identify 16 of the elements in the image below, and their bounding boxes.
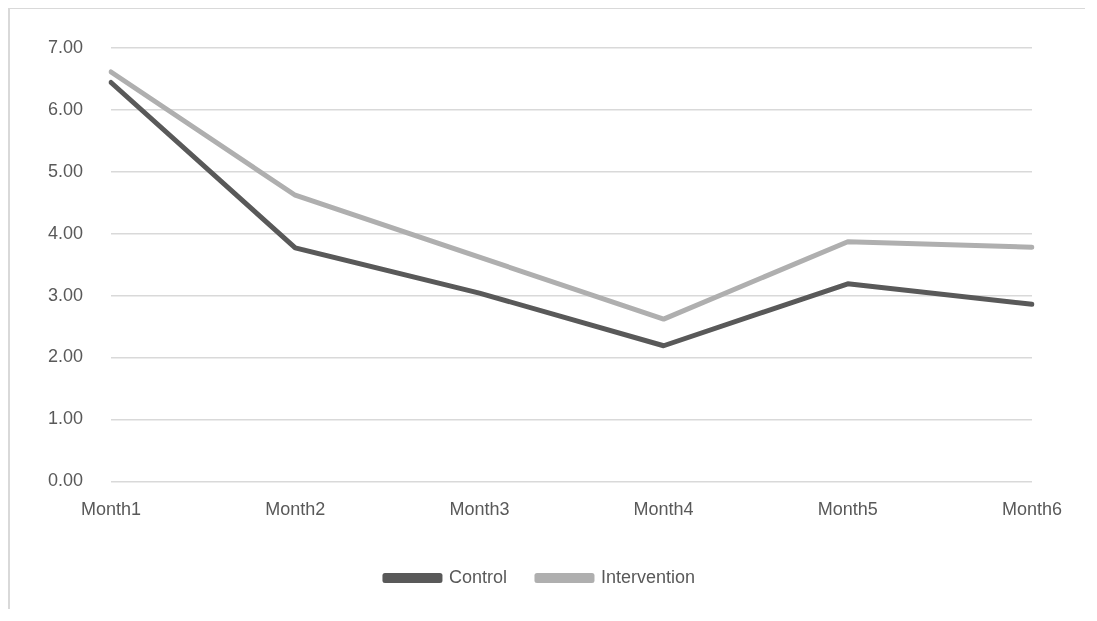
y-tick-label: 2.00	[47, 346, 84, 367]
y-tick-label: 3.00	[47, 284, 84, 305]
legend-label: Intervention	[600, 566, 696, 587]
x-tick-label: Month4	[633, 499, 694, 520]
x-tick-label: Month1	[81, 499, 142, 520]
y-tick-label: 5.00	[47, 160, 84, 181]
legend-label: Control	[448, 566, 507, 587]
y-tick-label: 1.00	[47, 408, 84, 429]
y-tick-label: 6.00	[47, 98, 84, 119]
y-tick-label: 7.00	[47, 36, 84, 57]
y-tick-label: 0.00	[47, 470, 84, 491]
x-tick-label: Month3	[449, 499, 510, 520]
x-tick-label: Month5	[817, 499, 878, 520]
x-tick-label: Month6	[1001, 499, 1062, 520]
y-tick-label: 4.00	[47, 222, 84, 243]
x-tick-label: Month2	[265, 499, 326, 520]
